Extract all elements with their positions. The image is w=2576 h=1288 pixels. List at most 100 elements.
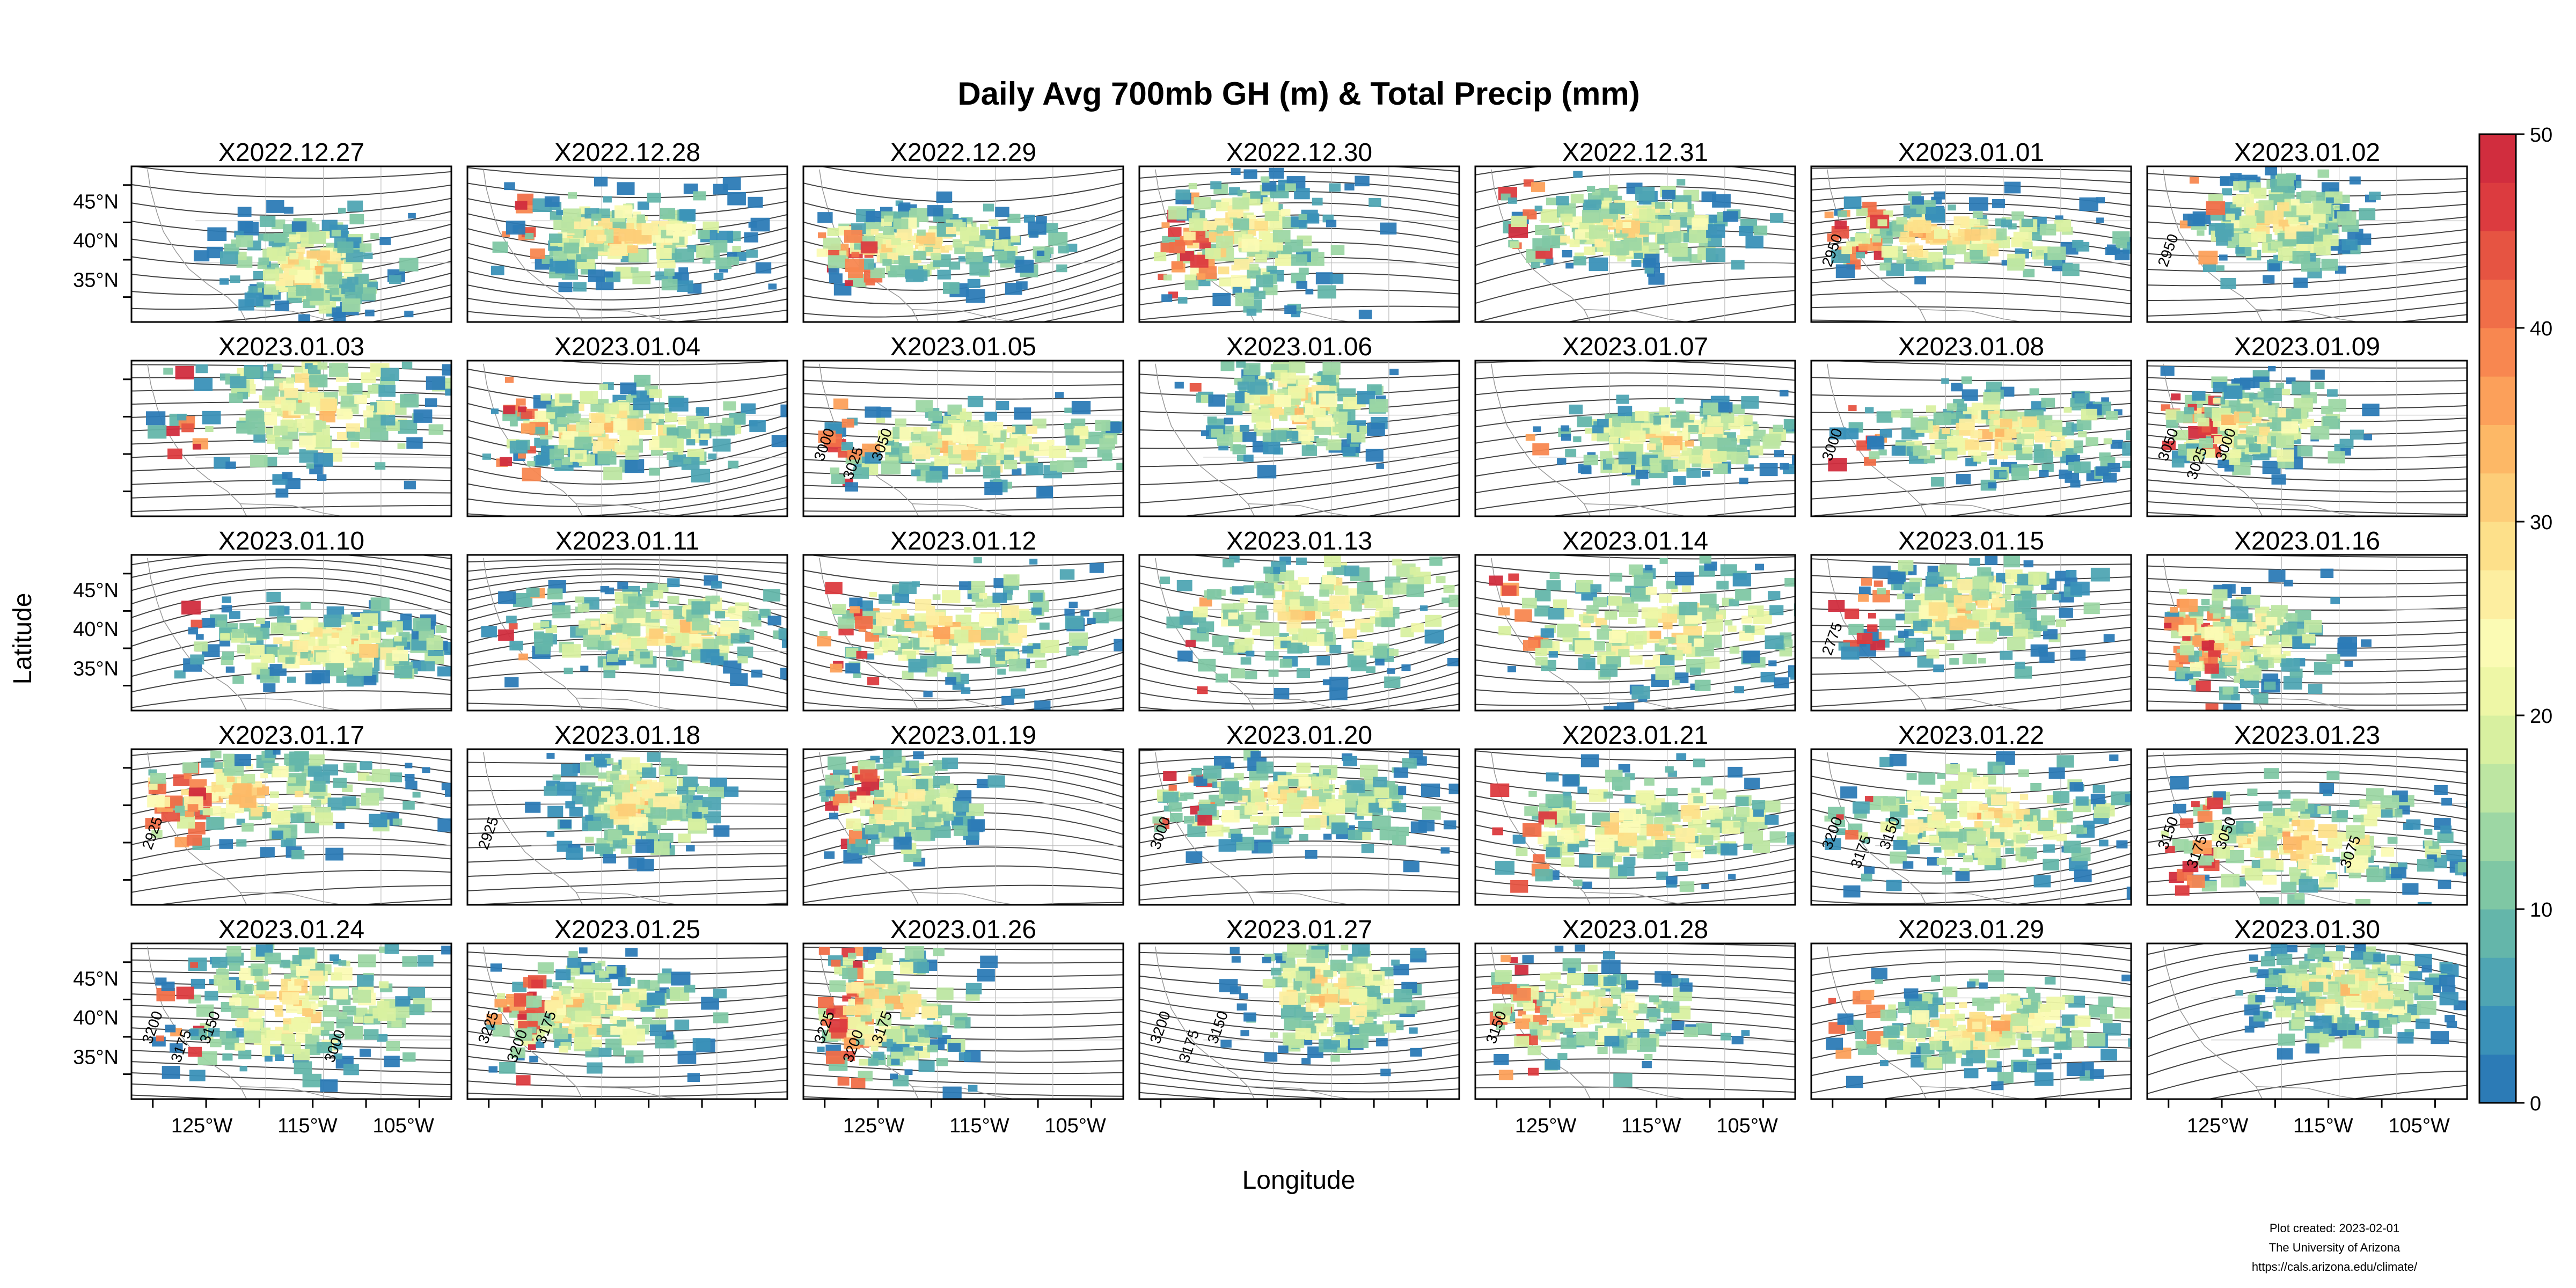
precip-cell: [1381, 617, 1395, 627]
precip-cell: [1706, 224, 1725, 238]
precip-cell: [693, 191, 706, 201]
precip-cell: [1676, 634, 1688, 643]
precip-cell: [1589, 225, 1608, 239]
precip-cell: [1159, 576, 1170, 584]
precip-cell: [317, 474, 327, 481]
precip-cell: [1351, 604, 1362, 612]
contour-line: [353, 898, 451, 905]
precip-cell: [2266, 635, 2279, 645]
precip-cell: [1548, 651, 1558, 658]
precip-cell: [1934, 229, 1948, 239]
precip-cell: [359, 643, 379, 658]
precip-cell: [312, 434, 331, 448]
precip-cell: [1706, 248, 1726, 262]
precip-cell: [702, 638, 719, 650]
precip-cell: [2096, 217, 2104, 223]
precip-cell: [2268, 365, 2276, 372]
contour-line: [131, 492, 451, 499]
precip-cell: [1329, 676, 1349, 691]
precip-cell: [1447, 657, 1459, 667]
precip-cell: [518, 452, 526, 459]
contour-line: [2147, 565, 2467, 571]
panel-content: [1475, 361, 1795, 516]
precip-cell: [1392, 559, 1402, 566]
precip-cell: [1644, 267, 1654, 274]
precip-cell: [1245, 670, 1257, 679]
precip-cell: [1902, 591, 1913, 599]
precip-cell: [534, 633, 553, 647]
precip-cell: [1233, 603, 1245, 611]
precip-cell: [936, 645, 952, 656]
precip-cell: [1285, 183, 1296, 192]
precip-cell: [580, 418, 589, 425]
precip-cell: [1057, 460, 1074, 473]
precip-cell: [2258, 200, 2274, 211]
precip-cell: [1049, 445, 1066, 458]
precip-cell: [2292, 381, 2310, 395]
precip-cell: [2201, 598, 2210, 605]
precip-cell: [1664, 225, 1673, 232]
precip-cell: [266, 247, 286, 261]
precip-cell: [1760, 672, 1775, 683]
precip-cell: [1673, 460, 1685, 469]
precip-cell: [2257, 426, 2270, 436]
precip-cell: [1983, 392, 2001, 405]
contour-line: [307, 296, 451, 322]
precip-cell: [1834, 220, 1847, 230]
precip-cell: [546, 412, 555, 419]
contour-line: [1811, 651, 2131, 675]
precip-cell: [273, 363, 283, 370]
precip-cell: [1619, 603, 1638, 618]
precip-cell: [1033, 643, 1041, 649]
precip-cell: [1988, 482, 1997, 489]
contour-line: [1811, 663, 2131, 691]
precip-cell: [205, 426, 214, 433]
precip-cell: [1409, 567, 1421, 575]
precip-cell: [1185, 640, 1196, 647]
precip-cell: [2051, 441, 2066, 451]
precip-cell: [941, 663, 954, 673]
precip-cell: [1370, 646, 1387, 658]
precip-cell: [1956, 473, 1971, 485]
precip-cell: [229, 393, 243, 403]
precip-cell: [2066, 569, 2077, 578]
precip-cell: [1877, 588, 1886, 595]
precip-cell: [1597, 419, 1609, 428]
precip-cell: [341, 298, 361, 312]
precip-cell: [2317, 169, 2330, 178]
precip-cell: [1443, 584, 1455, 593]
precip-cell: [1358, 310, 1372, 319]
precip-cell: [1333, 565, 1346, 575]
precip-cell: [1272, 230, 1291, 243]
precip-cell: [631, 638, 647, 649]
precip-cell: [1948, 204, 1956, 211]
panel-content: 2950: [1811, 166, 2131, 322]
contour-line: [2147, 501, 2467, 515]
precip-cell: [2235, 247, 2245, 254]
precip-cell: [580, 391, 598, 404]
precip-cell: [1044, 223, 1058, 233]
precip-cell: [274, 426, 288, 436]
contour-line: [467, 463, 787, 496]
precip-cell: [2268, 569, 2286, 582]
precip-cell: [509, 441, 528, 454]
contour-line: [1001, 293, 1123, 322]
precip-cell: [412, 618, 431, 632]
precip-cell: [1700, 593, 1717, 606]
precip-cell: [1074, 426, 1088, 436]
precip-cell: [1977, 600, 1988, 608]
precip-cell: [1645, 618, 1658, 628]
precip-cell: [579, 620, 590, 628]
panel-title: X2022.12.28: [554, 138, 700, 167]
precip-cell: [515, 201, 528, 210]
precip-cell: [1617, 255, 1626, 262]
contour-line: [131, 670, 451, 693]
precip-cell: [1224, 418, 1233, 425]
precip-cell: [368, 385, 380, 394]
precip-cell: [1887, 571, 1906, 584]
precip-cell: [2245, 437, 2255, 444]
precip-cell: [2185, 674, 2193, 679]
precip-cell: [590, 620, 599, 627]
